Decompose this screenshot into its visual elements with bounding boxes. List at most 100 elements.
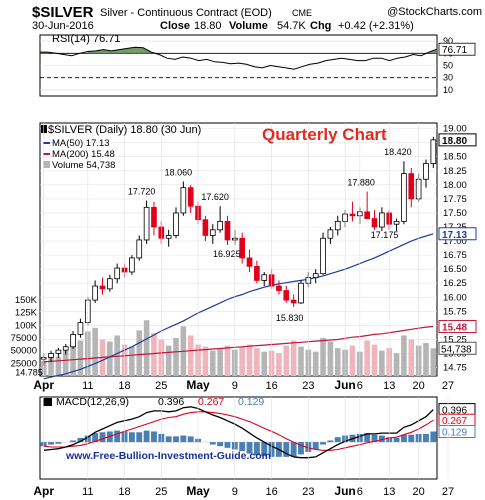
x-tick-label: 9 xyxy=(232,486,238,498)
macd-histogram-bar xyxy=(312,442,319,450)
macd-histogram-bar xyxy=(136,432,143,443)
price-tick-label: 17.00 xyxy=(443,236,467,247)
candle-body xyxy=(349,213,356,217)
volume-bar xyxy=(379,350,385,376)
rsi-last-value: 76.71 xyxy=(442,45,467,56)
candle-body xyxy=(423,163,429,180)
rsi-overbought-fill xyxy=(87,47,152,54)
rsi-tick-label: 90 xyxy=(443,36,453,46)
candle-body xyxy=(48,353,54,358)
macd-histogram-bar xyxy=(70,440,77,443)
volume-bar xyxy=(136,330,143,376)
volume-bar xyxy=(55,356,62,376)
candle-body xyxy=(290,299,297,304)
volume-bar xyxy=(217,348,223,376)
volume-bar xyxy=(349,345,356,376)
x-tick-label: 20 xyxy=(412,486,424,498)
macd-histogram-bar xyxy=(173,436,179,443)
price-tick-label: 19.00 xyxy=(443,124,467,135)
volume-bar xyxy=(165,345,172,376)
macd-signal-line xyxy=(43,411,434,451)
macd-histogram-bar xyxy=(283,442,290,457)
x-tick-label: 13 xyxy=(383,486,395,498)
candle-body xyxy=(298,282,304,304)
price-annotation: 17.175 xyxy=(371,230,399,240)
volume-label: Volume xyxy=(229,20,268,32)
volume-bar xyxy=(430,348,437,376)
macd-histogram-bar xyxy=(114,430,121,443)
x-tick-label: 11 xyxy=(82,486,93,498)
macd-histogram-bar xyxy=(77,438,84,443)
x-tick-label: 20 xyxy=(412,380,424,392)
macd-histogram-bar xyxy=(187,436,194,443)
chart-symbol: $SILVER xyxy=(32,4,94,21)
ma50-legend: MA(50) 17.13 xyxy=(52,138,110,149)
volume-bar xyxy=(77,340,84,376)
candle-body xyxy=(408,173,415,200)
rsi-panel: 907050301076.71 xyxy=(39,34,476,97)
x-tick-label: 18 xyxy=(118,486,130,498)
x-tick-label: 6 xyxy=(357,380,363,392)
macd-histogram-bar xyxy=(92,433,99,443)
candle-body xyxy=(136,239,143,259)
x-tick-label: 11 xyxy=(82,380,93,392)
price-annotation: 18.420 xyxy=(384,147,412,157)
price-tick-label: 16.00 xyxy=(443,292,467,303)
x-tick-label: 27 xyxy=(442,486,454,498)
volume-bar xyxy=(261,351,268,376)
candle-body xyxy=(77,322,84,335)
chg-label: Chg xyxy=(310,20,331,32)
candle-body xyxy=(173,212,179,236)
candle-body xyxy=(254,265,260,281)
macd-histogram-bar xyxy=(298,442,304,455)
rsi-tick-label: 30 xyxy=(443,73,453,83)
volume-bar xyxy=(276,353,282,376)
candle-body xyxy=(393,220,400,225)
macd-histogram-bar xyxy=(334,437,341,443)
macd-line xyxy=(43,406,434,459)
x-tick-label: Jun xyxy=(334,378,355,392)
price-tick-label: 14.75 xyxy=(443,363,467,374)
candle-body xyxy=(327,229,334,239)
volume-tick-label: 150K xyxy=(15,295,38,306)
volume-tick-label: 100K xyxy=(15,320,38,331)
x-axis-price: Apr 11 18 25 May 9 16 23 Jun 6 13 20 27 xyxy=(33,123,454,392)
candle-body xyxy=(276,285,282,291)
x-tick-label: 27 xyxy=(442,380,454,392)
x-tick-label: 25 xyxy=(155,380,167,392)
x-tick-label: May xyxy=(186,378,210,392)
macd-histogram-bar xyxy=(165,436,172,443)
candle-body xyxy=(70,333,76,348)
volume-bar xyxy=(254,348,260,376)
macd-histogram-bar xyxy=(246,442,253,454)
volume-value: 54.7K xyxy=(277,20,306,32)
price-tick-label: 15.75 xyxy=(443,306,467,317)
rsi-tick-label: 50 xyxy=(443,61,453,71)
volume-bar xyxy=(423,343,429,376)
price-legend: $SILVER (Daily) 18.80 (30 Jun) xyxy=(48,124,201,136)
x-tick-label: 23 xyxy=(302,486,314,498)
volume-legend: Volume 54,738 xyxy=(52,160,115,171)
macd-histogram-bar xyxy=(320,442,326,445)
candle-body xyxy=(92,285,98,301)
macd-histogram-bar xyxy=(209,442,216,445)
candle-body xyxy=(217,220,223,231)
macd-histogram-bar xyxy=(408,434,415,443)
macd-value-label: 0.267 xyxy=(442,416,467,427)
price-annotation: 15.830 xyxy=(276,313,304,323)
price-annotation: 16.925 xyxy=(213,249,241,259)
price-tick-label: 18.50 xyxy=(443,152,467,163)
volume-tick-label: 25000 xyxy=(11,358,37,369)
volume-bar xyxy=(298,346,304,376)
rsi-last-value-box xyxy=(438,42,476,56)
macd-histogram-bar xyxy=(423,433,429,443)
macd-histogram-bar xyxy=(253,442,260,456)
candle-body xyxy=(129,257,135,273)
macd-legend-hist: 0.129 xyxy=(238,396,264,408)
macd-value-label: 0.129 xyxy=(442,428,467,439)
volume-bar xyxy=(246,344,253,376)
candle-body xyxy=(401,173,407,222)
x-tick-label: 16 xyxy=(265,380,277,392)
